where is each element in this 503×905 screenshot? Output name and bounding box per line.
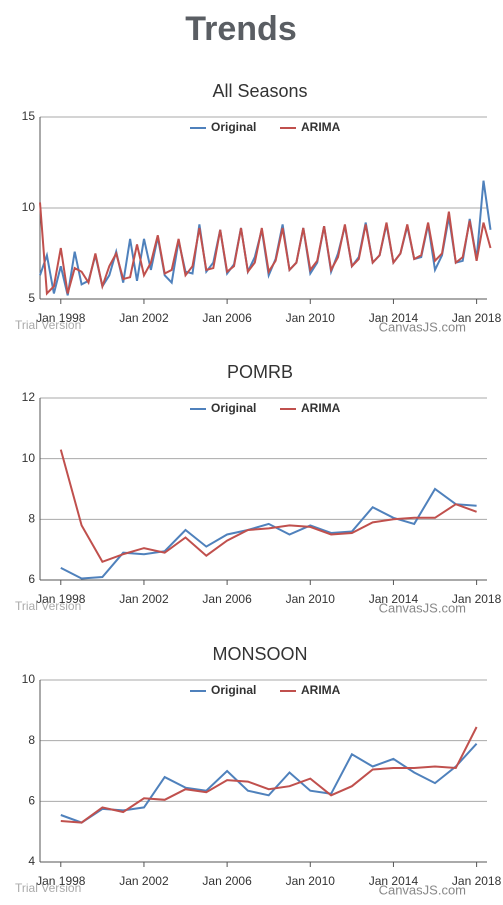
chart-title: All Seasons bbox=[212, 81, 307, 101]
x-tick-label: Jan 2006 bbox=[202, 592, 252, 606]
x-tick-label: Jan 2014 bbox=[369, 311, 419, 325]
x-tick-label: Jan 1998 bbox=[36, 592, 86, 606]
credit: CanvasJS.com bbox=[379, 600, 466, 615]
chart-title: POMRB bbox=[227, 362, 293, 382]
x-tick-label: Jan 2006 bbox=[202, 311, 252, 325]
series-line bbox=[39, 180, 492, 296]
chart-title: MONSOON bbox=[212, 644, 307, 664]
x-tick-label: Jan 2018 bbox=[452, 874, 502, 888]
series-line bbox=[39, 202, 492, 296]
legend-label: Original bbox=[211, 683, 256, 697]
x-tick-label: Jan 2010 bbox=[286, 592, 336, 606]
legend-label: ARIMA bbox=[301, 120, 341, 134]
page-title: Trends bbox=[185, 10, 296, 48]
y-tick-label: 8 bbox=[28, 733, 35, 747]
legend-label: ARIMA bbox=[301, 401, 341, 415]
y-tick-label: 10 bbox=[22, 200, 36, 214]
legend-label: ARIMA bbox=[301, 683, 341, 697]
x-tick-label: Jan 1998 bbox=[36, 874, 86, 888]
y-tick-label: 10 bbox=[22, 672, 36, 686]
series-line bbox=[59, 449, 477, 564]
credit: CanvasJS.com bbox=[379, 319, 466, 334]
series-line bbox=[60, 487, 477, 580]
y-tick-label: 15 bbox=[22, 109, 36, 123]
watermark: Trial Version bbox=[15, 599, 81, 613]
x-tick-label: Jan 2010 bbox=[286, 874, 336, 888]
credit: CanvasJS.com bbox=[379, 882, 466, 897]
watermark: Trial Version bbox=[15, 881, 81, 895]
y-tick-label: 12 bbox=[22, 390, 36, 404]
x-tick-label: Jan 2002 bbox=[119, 874, 169, 888]
legend-label: Original bbox=[211, 401, 256, 415]
y-tick-label: 5 bbox=[28, 291, 35, 305]
x-tick-label: Jan 2018 bbox=[452, 311, 502, 325]
x-tick-label: Jan 2014 bbox=[369, 874, 419, 888]
x-tick-label: Jan 2014 bbox=[369, 592, 419, 606]
y-tick-label: 6 bbox=[28, 794, 35, 808]
y-tick-label: 10 bbox=[22, 451, 36, 465]
x-tick-label: Jan 1998 bbox=[36, 311, 86, 325]
x-tick-label: Jan 2010 bbox=[286, 311, 336, 325]
x-tick-label: Jan 2006 bbox=[202, 874, 252, 888]
x-tick-label: Jan 2002 bbox=[119, 311, 169, 325]
watermark: Trial Version bbox=[15, 318, 81, 332]
series-line bbox=[60, 726, 478, 824]
y-tick-label: 8 bbox=[28, 512, 35, 526]
x-tick-label: Jan 2002 bbox=[119, 592, 169, 606]
x-tick-label: Jan 2018 bbox=[452, 592, 502, 606]
legend-label: Original bbox=[211, 120, 256, 134]
y-tick-label: 6 bbox=[28, 572, 35, 586]
series-line bbox=[60, 743, 478, 824]
y-tick-label: 4 bbox=[28, 854, 35, 868]
